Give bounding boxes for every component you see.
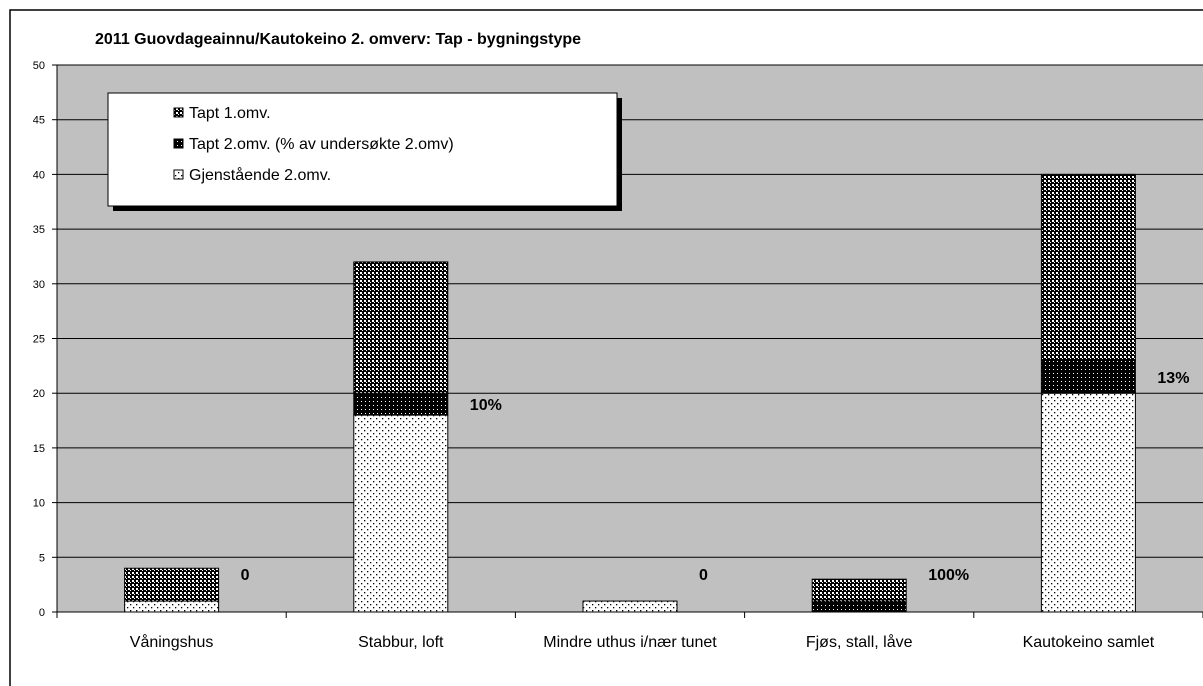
y-tick-label: 50 <box>33 60 45 72</box>
legend-box <box>107 92 618 207</box>
legend-swatch <box>173 169 184 180</box>
bar-segment <box>1040 173 1136 361</box>
x-tick-label: Mindre uthus i/nær tunet <box>543 634 717 651</box>
legend: Tapt 1.omv. Tapt 2.omv. (% av undersøkte … <box>107 92 622 211</box>
y-tick-label: 0 <box>39 607 45 619</box>
data-label: 100% <box>928 567 969 584</box>
bar-segment <box>582 600 678 613</box>
legend-label: Tapt 1.omv. <box>189 105 271 122</box>
bar-segment <box>124 567 220 602</box>
y-tick-label: 5 <box>39 552 45 564</box>
bar-segment <box>353 392 449 416</box>
chart-title: 2011 Guovdageainnu/Kautokeino 2. omverv:… <box>95 31 581 48</box>
legend-label: Tapt 2.omv. (% av undersøkte 2.omv) <box>189 136 454 153</box>
data-label: 0 <box>699 567 708 584</box>
legend-label: Gjenstående 2.omv. <box>189 166 331 184</box>
x-tick-label: Stabbur, loft <box>358 634 444 651</box>
data-label-bg <box>237 567 253 584</box>
y-tick-label: 20 <box>33 388 45 400</box>
bar-segment <box>1040 359 1136 394</box>
bar-segment <box>811 600 907 613</box>
bar-segment <box>353 261 449 394</box>
legend-swatch <box>173 107 184 118</box>
y-tick-label: 15 <box>33 443 45 455</box>
y-tick-label: 30 <box>33 279 45 291</box>
data-label: 0 <box>241 567 250 584</box>
data-label-bg <box>1154 369 1193 387</box>
bar-segment <box>1040 392 1136 613</box>
bar-segment <box>353 414 449 613</box>
data-label-bg <box>925 567 973 584</box>
y-tick-label: 45 <box>33 115 45 127</box>
x-tick-label: Kautokeino samlet <box>1022 634 1155 651</box>
data-label-bg <box>696 567 711 584</box>
y-tick-label: 10 <box>33 498 45 510</box>
y-tick-label: 25 <box>33 334 45 346</box>
x-tick-label: Fjøs, stall, låve <box>805 634 913 651</box>
x-tick-label: Våningshus <box>129 634 214 651</box>
bar-segment <box>811 578 907 602</box>
y-tick-label: 35 <box>33 224 45 236</box>
data-label: 13% <box>1157 370 1189 387</box>
legend-swatch <box>173 138 184 149</box>
data-label-bg <box>466 397 505 415</box>
bar-segment <box>124 600 220 613</box>
y-tick-label: 40 <box>33 169 45 181</box>
data-label: 10% <box>470 397 502 414</box>
